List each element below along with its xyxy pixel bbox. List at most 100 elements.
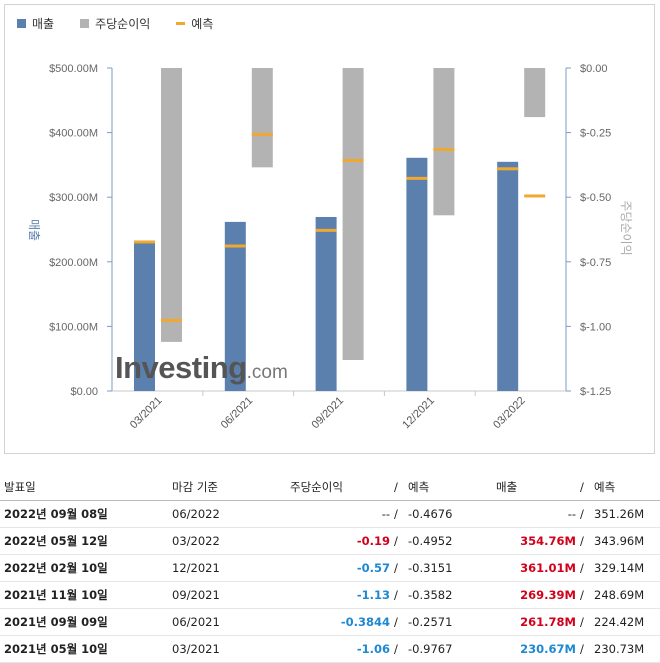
eps-bar <box>342 68 364 360</box>
cell-slash: / <box>580 554 590 582</box>
cell-revenue-forecast: 343.96M <box>590 527 660 555</box>
right-tick-label: $-0.50 <box>580 192 611 204</box>
right-tick-label: $-0.75 <box>580 257 611 269</box>
left-tick-label: $300.00M <box>49 192 98 204</box>
logo-main: Investing <box>115 350 247 385</box>
header-eps-forecast[interactable]: 예측 <box>404 474 492 501</box>
left-tick-label: $200.00M <box>49 257 98 269</box>
revenue-bar <box>497 161 519 391</box>
cell-eps-forecast: -0.3151 <box>404 554 492 582</box>
legend-item-forecast[interactable]: 예측 <box>176 15 213 32</box>
cell-eps: -0.57 <box>286 554 394 582</box>
cell-revenue: 230.67M <box>492 635 580 663</box>
cell-slash: / <box>580 527 590 555</box>
cell-date: 2021년 05월 10일 <box>0 635 168 663</box>
cell-slash: / <box>394 608 404 636</box>
header-eps[interactable]: 주당순이익 <box>286 474 394 501</box>
cell-slash: / <box>580 581 590 609</box>
legend-swatch-eps <box>80 19 90 28</box>
cell-slash: / <box>580 608 590 636</box>
revenue-bar <box>134 241 155 391</box>
cell-slash: / <box>580 500 590 528</box>
header-revenue-forecast[interactable]: 예측 <box>590 474 660 501</box>
eps-bar <box>524 68 546 118</box>
cell-revenue-forecast: 224.42M <box>590 608 660 636</box>
cell-eps: -1.06 <box>286 635 394 663</box>
legend-swatch-revenue <box>17 19 26 28</box>
revenue-forecast-mark <box>497 167 519 171</box>
legend-item-revenue[interactable]: 매출 <box>17 15 54 32</box>
table-row: 2022년 05월 12일 03/2022 -0.19/-0.4952 354.76M… <box>0 527 660 555</box>
cell-period: 06/2021 <box>168 608 286 636</box>
cell-date: 2021년 11월 10일 <box>0 581 168 609</box>
logo-suffix: .com <box>246 362 288 383</box>
cell-revenue: 261.78M <box>492 608 580 636</box>
revenue-forecast-mark <box>315 228 337 232</box>
cell-revenue: -- <box>492 500 580 528</box>
cell-period: 06/2022 <box>168 500 286 528</box>
eps-forecast-mark <box>433 147 455 151</box>
cell-period: 12/2021 <box>168 554 286 582</box>
legend-label-revenue: 매출 <box>32 17 55 31</box>
cell-slash: / <box>580 635 590 663</box>
revenue-forecast-mark <box>224 244 246 248</box>
cell-revenue: 269.39M <box>492 581 580 609</box>
cell-period: 03/2022 <box>168 527 286 555</box>
header-revenue[interactable]: 매출 <box>492 474 580 501</box>
table-row: 2021년 09월 09일 06/2021 -0.3844/-0.2571 261.7… <box>0 608 660 636</box>
cell-date: 2021년 09월 09일 <box>0 608 168 636</box>
legend-label-forecast: 예측 <box>191 17 214 31</box>
left-tick-label: $500.00M <box>49 63 98 75</box>
eps-forecast-mark <box>342 159 364 163</box>
cell-period: 09/2021 <box>168 581 286 609</box>
x-tick-label: 06/2021 <box>219 395 256 432</box>
table-row: 2022년 02월 10일 12/2021 -0.57/-0.3151 361.01M… <box>0 554 660 582</box>
x-tick-label: 12/2021 <box>400 395 437 432</box>
cell-eps-forecast: -0.4952 <box>404 527 492 555</box>
right-axis-title: 주당순이익 <box>619 200 633 255</box>
eps-bar <box>251 68 273 168</box>
left-tick-label: $100.00M <box>49 321 98 333</box>
eps-bar <box>161 68 182 342</box>
right-tick-label: $-1.00 <box>580 321 611 333</box>
cell-eps-forecast: -0.4676 <box>404 500 492 528</box>
chart-legend: 매출 주당순이익 예측 <box>17 15 213 32</box>
header-slash-eps: / <box>394 474 404 501</box>
revenue-bar <box>315 216 337 391</box>
right-tick-label: $0.00 <box>580 63 608 75</box>
revenue-bar <box>406 157 428 391</box>
eps-forecast-mark <box>524 194 546 198</box>
cell-eps: -- <box>286 500 394 528</box>
earnings-chart: $0.00 $100.00M $200.00M $300.00M $400.00M $50… <box>27 63 633 432</box>
cell-revenue-forecast: 329.14M <box>590 554 660 582</box>
left-tick-label: $400.00M <box>49 128 98 140</box>
earnings-table: 발표일 마감 기준 주당순이익 / 예측 매출 / 예측 2022년 09월 0… <box>0 474 660 663</box>
header-period[interactable]: 마감 기준 <box>168 474 286 501</box>
cell-eps-forecast: -0.3582 <box>404 581 492 609</box>
cell-period: 03/2021 <box>168 635 286 663</box>
cell-slash: / <box>394 554 404 582</box>
legend-item-eps[interactable]: 주당순이익 <box>80 15 150 32</box>
header-date[interactable]: 발표일 <box>0 474 168 501</box>
eps-forecast-mark <box>161 318 182 322</box>
cell-date: 2022년 02월 10일 <box>0 554 168 582</box>
cell-slash: / <box>394 581 404 609</box>
cell-eps: -1.13 <box>286 581 394 609</box>
cell-revenue-forecast: 351.26M <box>590 500 660 528</box>
cell-slash: / <box>394 635 404 663</box>
cell-eps-forecast: -0.2571 <box>404 608 492 636</box>
header-slash-revenue: / <box>580 474 590 501</box>
cell-date: 2022년 05월 12일 <box>0 527 168 555</box>
revenue-forecast-mark <box>134 240 155 244</box>
cell-eps-forecast: -0.9767 <box>404 635 492 663</box>
eps-bar <box>433 68 455 216</box>
table-row: 2021년 05월 10일 03/2021 -1.06/-0.9767 230.67M… <box>0 635 660 663</box>
legend-swatch-forecast <box>176 22 186 25</box>
x-tick-label: 03/2021 <box>128 395 165 432</box>
table-row: 2022년 09월 08일 06/2022 -- / -0.4676 --/351.26M <box>0 500 660 528</box>
revenue-bar <box>224 221 246 391</box>
cell-slash: / <box>394 527 404 555</box>
cell-revenue: 354.76M <box>492 527 580 555</box>
right-tick-label: $-1.25 <box>580 386 611 398</box>
cell-date: 2022년 09월 08일 <box>0 500 168 528</box>
